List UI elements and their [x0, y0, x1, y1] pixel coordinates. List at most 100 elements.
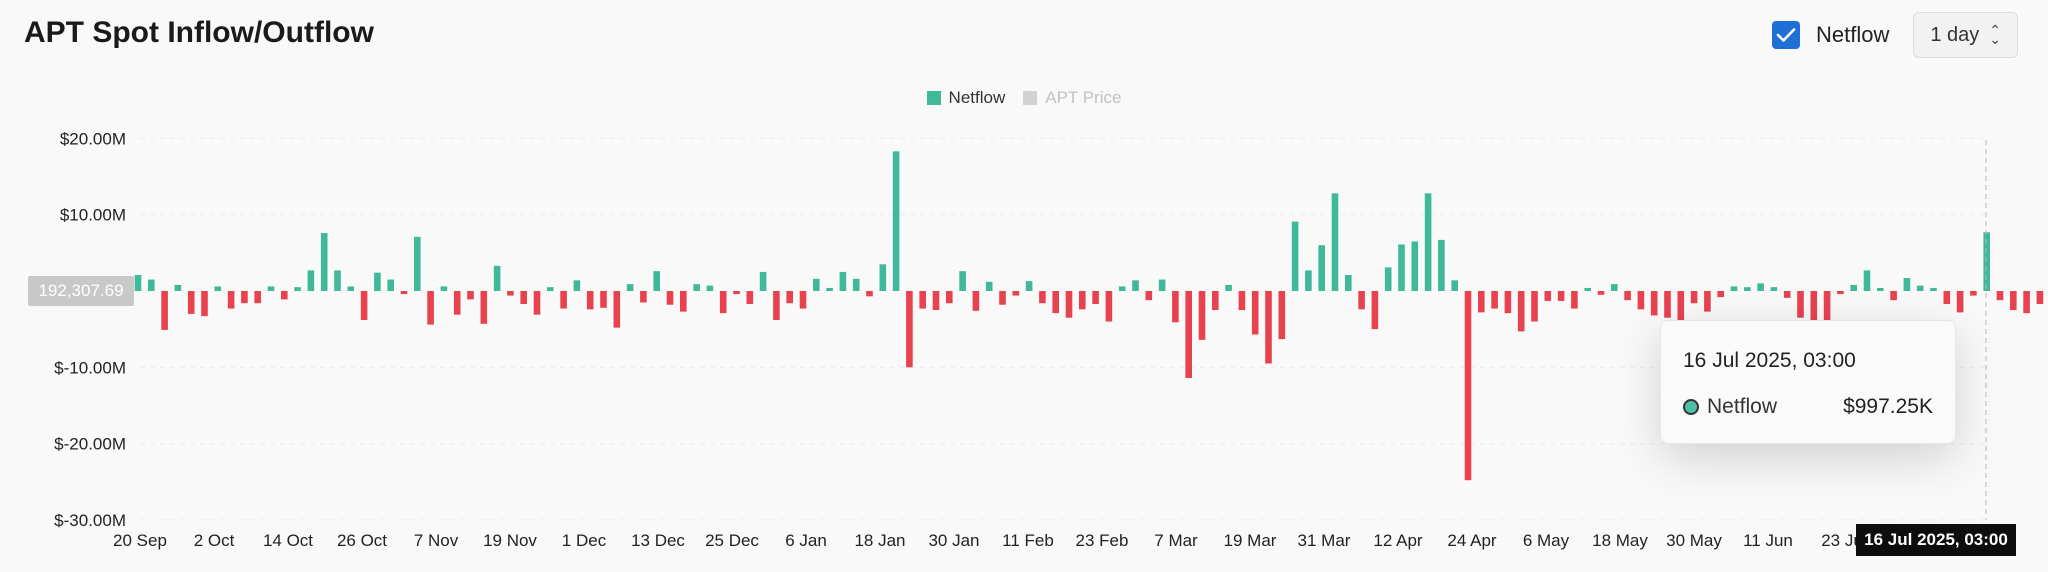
legend-item-netflow[interactable]: Netflow: [926, 88, 1005, 108]
netflow-bar[interactable]: [1624, 291, 1631, 301]
netflow-bar[interactable]: [1065, 291, 1073, 318]
netflow-bar[interactable]: [134, 274, 142, 291]
netflow-bar[interactable]: [1611, 284, 1618, 291]
netflow-bar[interactable]: [972, 291, 980, 311]
netflow-bar[interactable]: [427, 291, 434, 325]
netflow-bar[interactable]: [267, 286, 275, 291]
netflow-bar[interactable]: [161, 291, 168, 330]
netflow-bar[interactable]: [1451, 280, 1458, 291]
netflow-bar[interactable]: [440, 286, 448, 291]
netflow-bar[interactable]: [1225, 284, 1232, 291]
netflow-bar[interactable]: [1265, 291, 1272, 364]
netflow-bar[interactable]: [1837, 291, 1844, 295]
netflow-bar[interactable]: [1438, 239, 1445, 291]
netflow-bar[interactable]: [214, 286, 222, 291]
netflow-bar[interactable]: [2023, 291, 2030, 314]
netflow-bar[interactable]: [1970, 291, 1977, 296]
netflow-bar[interactable]: [241, 291, 248, 304]
netflow-bar[interactable]: [2036, 291, 2044, 304]
netflow-bar[interactable]: [374, 272, 381, 291]
netflow-bar[interactable]: [1757, 283, 1764, 291]
netflow-bar[interactable]: [1650, 291, 1658, 316]
netflow-bar[interactable]: [1730, 286, 1738, 291]
netflow-bar[interactable]: [1744, 287, 1751, 291]
netflow-bar[interactable]: [959, 271, 966, 291]
netflow-bar[interactable]: [826, 287, 833, 291]
netflow-bar[interactable]: [706, 285, 714, 291]
netflow-bar[interactable]: [1172, 291, 1179, 323]
netflow-bar[interactable]: [307, 270, 315, 291]
netflow-bar[interactable]: [1996, 291, 2004, 301]
netflow-bar[interactable]: [906, 291, 913, 368]
netflow-bar[interactable]: [946, 291, 953, 304]
netflow-bar[interactable]: [1025, 281, 1033, 291]
netflow-bar[interactable]: [1571, 291, 1578, 309]
netflow-bar[interactable]: [932, 291, 940, 311]
netflow-bar[interactable]: [294, 287, 301, 291]
netflow-bar[interactable]: [1677, 291, 1685, 342]
netflow-bar[interactable]: [1318, 245, 1325, 291]
netflow-bar[interactable]: [999, 291, 1006, 305]
netflow-bar[interactable]: [1411, 241, 1419, 291]
netflow-bar[interactable]: [1823, 291, 1831, 324]
netflow-bar[interactable]: [187, 291, 195, 314]
netflow-bar[interactable]: [174, 284, 182, 291]
netflow-bar[interactable]: [773, 291, 780, 320]
netflow-bar[interactable]: [533, 291, 541, 315]
netflow-bar[interactable]: [666, 291, 674, 305]
netflow-bar[interactable]: [1491, 291, 1498, 309]
netflow-bar[interactable]: [786, 291, 793, 304]
netflow-bar[interactable]: [1664, 291, 1671, 318]
netflow-bar[interactable]: [547, 287, 554, 291]
netflow-bar[interactable]: [600, 291, 607, 308]
netflow-bar[interactable]: [1371, 291, 1379, 330]
netflow-bar[interactable]: [1384, 267, 1392, 291]
netflow-checkbox-label[interactable]: Netflow: [1815, 22, 1890, 47]
netflow-bar[interactable]: [1198, 291, 1206, 340]
netflow-bar[interactable]: [560, 291, 567, 309]
netflow-bar[interactable]: [400, 291, 408, 295]
netflow-bar[interactable]: [414, 236, 421, 291]
netflow-bar[interactable]: [1158, 279, 1166, 291]
netflow-bar[interactable]: [1145, 291, 1153, 301]
netflow-bar[interactable]: [626, 284, 634, 291]
netflow-bar[interactable]: [227, 291, 235, 309]
netflow-bar[interactable]: [453, 291, 461, 315]
netflow-bar[interactable]: [480, 291, 488, 324]
netflow-bar[interactable]: [1132, 280, 1139, 291]
netflow-bar[interactable]: [919, 291, 926, 309]
netflow-bar[interactable]: [1850, 284, 1857, 291]
netflow-bar[interactable]: [1504, 291, 1512, 314]
netflow-bar[interactable]: [1983, 232, 1990, 291]
netflow-bar[interactable]: [640, 291, 647, 303]
netflow-bar[interactable]: [320, 233, 328, 291]
netflow-bar[interactable]: [813, 278, 820, 291]
netflow-bar[interactable]: [520, 291, 527, 304]
netflow-bar[interactable]: [1943, 291, 1951, 304]
netflow-bar[interactable]: [1012, 291, 1020, 296]
netflow-bar[interactable]: [1105, 291, 1113, 322]
netflow-bar[interactable]: [573, 280, 581, 291]
netflow-bar[interactable]: [1903, 278, 1911, 291]
netflow-bar[interactable]: [1557, 291, 1565, 301]
netflow-bar[interactable]: [799, 291, 807, 309]
netflow-bar[interactable]: [1305, 270, 1312, 291]
netflow-bar[interactable]: [1877, 287, 1884, 291]
netflow-bar[interactable]: [1331, 193, 1339, 291]
interval-select[interactable]: 1 day ⌃ ⌄: [1913, 12, 2018, 58]
netflow-bar[interactable]: [1544, 291, 1552, 301]
netflow-bar[interactable]: [892, 151, 900, 291]
netflow-bar[interactable]: [467, 291, 474, 300]
netflow-bar[interactable]: [1358, 291, 1365, 310]
netflow-bar[interactable]: [693, 284, 700, 291]
netflow-bar[interactable]: [1052, 291, 1059, 314]
netflow-bar[interactable]: [719, 291, 727, 314]
netflow-bar[interactable]: [1464, 291, 1472, 481]
netflow-bar[interactable]: [1238, 291, 1246, 311]
netflow-bar[interactable]: [879, 264, 887, 291]
netflow-bar[interactable]: [1690, 291, 1698, 304]
netflow-bar[interactable]: [201, 291, 208, 317]
netflow-bar[interactable]: [866, 291, 873, 297]
netflow-bar[interactable]: [1345, 274, 1352, 291]
netflow-bar[interactable]: [1092, 291, 1099, 304]
